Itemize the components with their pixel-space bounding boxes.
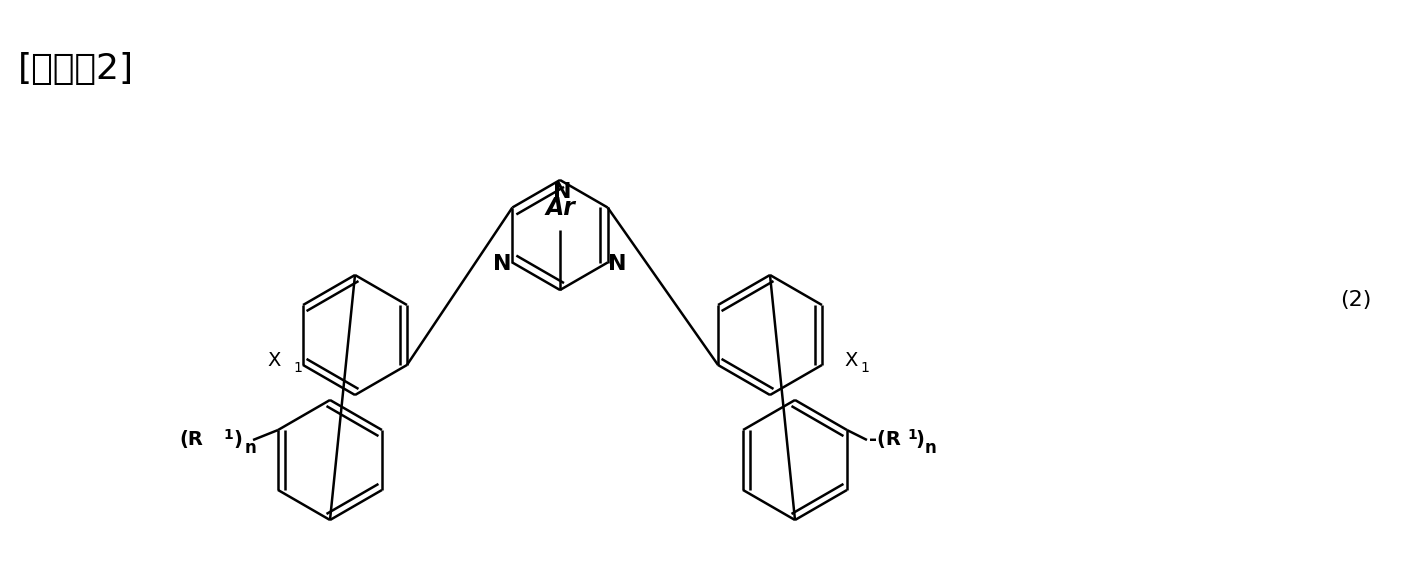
Text: Ar: Ar (545, 196, 575, 220)
Text: 1: 1 (907, 428, 917, 442)
Text: N: N (608, 255, 627, 275)
Text: n: n (926, 439, 937, 457)
Text: (R: (R (179, 431, 204, 450)
Text: (2): (2) (1340, 290, 1371, 310)
Text: X: X (844, 351, 857, 370)
Text: n: n (245, 439, 256, 457)
Text: N: N (493, 255, 511, 275)
Text: N: N (553, 182, 571, 202)
Text: 1: 1 (860, 361, 869, 375)
Text: 1: 1 (224, 428, 232, 442)
Text: 1: 1 (293, 361, 302, 375)
Text: X: X (268, 351, 281, 370)
Text: [化学式2]: [化学式2] (19, 52, 134, 86)
Text: -(R: -(R (869, 431, 901, 450)
Text: ): ) (234, 431, 242, 450)
Text: ): ) (916, 431, 924, 450)
